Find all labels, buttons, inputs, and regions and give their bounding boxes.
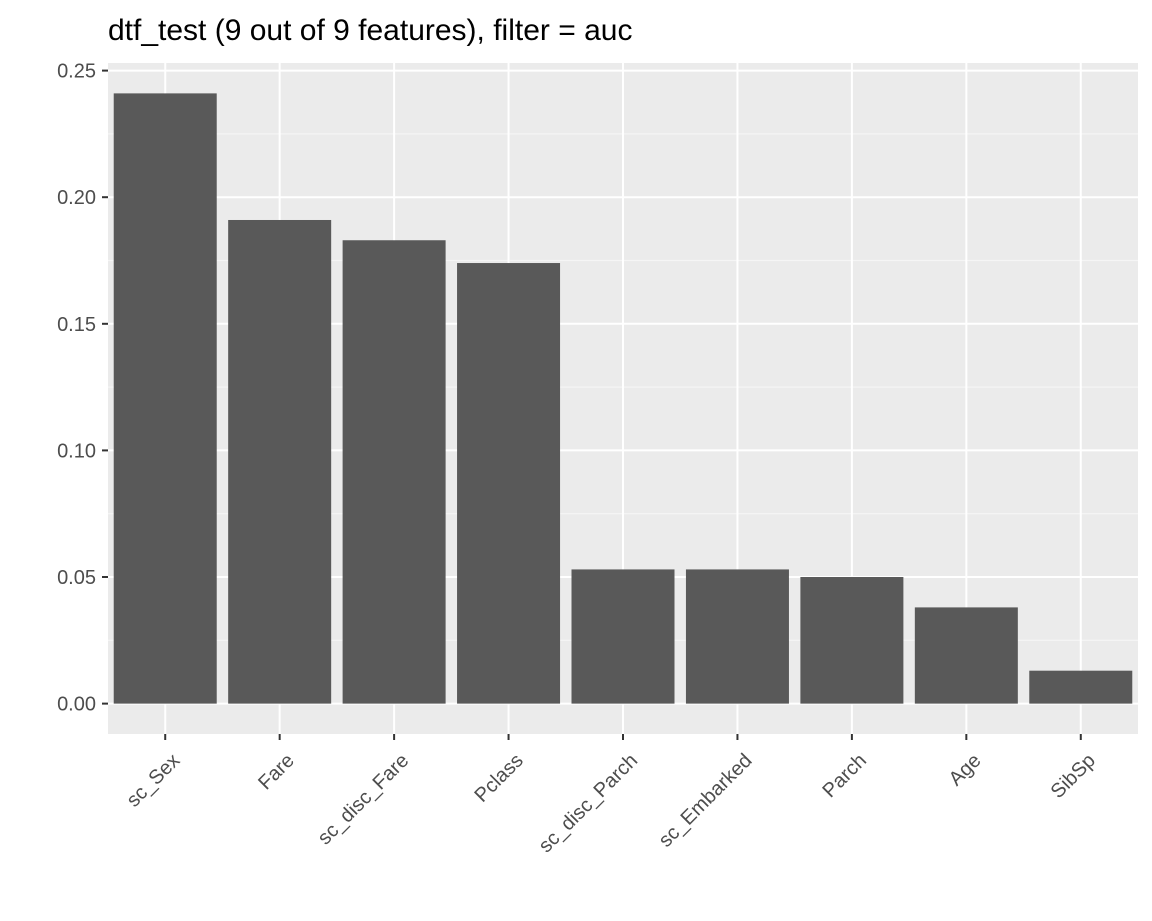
bar-SibSp bbox=[1029, 670, 1133, 704]
bar-Parch bbox=[800, 577, 904, 704]
y-axis: 0.00 0.05 0.10 0.15 0.20 0.25 bbox=[57, 61, 108, 716]
bar-sc_disc_Fare bbox=[342, 240, 446, 704]
bar-sc_Embarked bbox=[685, 569, 789, 704]
x-tick-label: sc_Sex bbox=[122, 750, 184, 812]
x-tick-label: SibSp bbox=[1047, 750, 1100, 803]
x-tick-label: sc_disc_Fare bbox=[314, 750, 414, 850]
bar-sc_Sex bbox=[113, 93, 217, 704]
bars bbox=[113, 93, 1133, 704]
y-tick-label: 0.25 bbox=[57, 61, 96, 83]
y-tick-label: 0.00 bbox=[57, 694, 96, 716]
y-tick-label: 0.10 bbox=[57, 440, 96, 462]
bar-sc_disc_Parch bbox=[571, 569, 675, 704]
x-tick-label: Parch bbox=[819, 750, 872, 803]
x-axis: sc_Sex Fare sc_disc_Fare Pclass sc_disc_Parc… bbox=[122, 734, 1100, 858]
x-tick-label: Age bbox=[945, 750, 986, 791]
x-tick-label: sc_Embarked bbox=[655, 750, 757, 852]
x-tick-label: Fare bbox=[254, 750, 299, 795]
bar-Fare bbox=[228, 219, 332, 704]
y-tick-label: 0.05 bbox=[57, 567, 96, 589]
x-tick-label: Pclass bbox=[470, 750, 527, 807]
bar-Age bbox=[914, 607, 1018, 704]
y-tick-label: 0.20 bbox=[57, 187, 96, 209]
x-tick-label: sc_disc_Parch bbox=[535, 750, 643, 858]
bar-Pclass bbox=[457, 263, 561, 704]
chart-title: dtf_test (9 out of 9 features), filter =… bbox=[108, 14, 632, 47]
y-tick-label: 0.15 bbox=[57, 314, 96, 336]
